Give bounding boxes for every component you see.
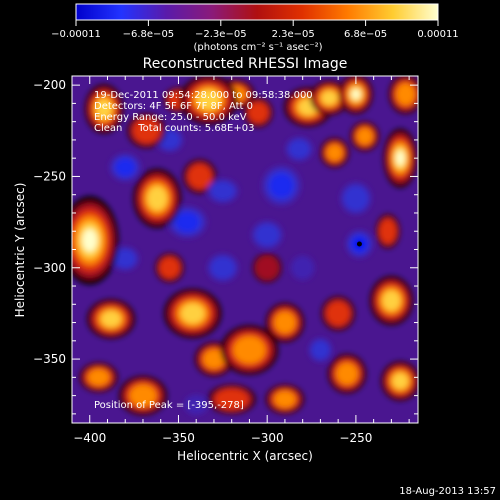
heatmap-hot-blob [155, 252, 184, 283]
axis-ticks [71, 76, 418, 423]
x-tick-label: −350 [162, 431, 195, 445]
heatmap-hot-blob [127, 113, 166, 149]
heatmap-hot-blob [207, 384, 256, 415]
colorbar-ticks [75, 20, 439, 26]
heatmap-hot-blob [182, 159, 217, 194]
peak-marker [356, 241, 362, 247]
annotation-detectors: Detectors: 4F 5F 6F 7F 8F, Att 0 [94, 101, 253, 112]
x-tick-label: −400 [73, 431, 106, 445]
heatmap-hot-blob [350, 121, 380, 152]
heatmap-hot-blob [220, 325, 279, 375]
heatmap-cold-blob [290, 255, 315, 280]
heatmap-hot-blob [252, 252, 282, 283]
heatmap [72, 76, 418, 416]
heatmap-cold-blob [207, 253, 239, 282]
heatmap-hot-blob [369, 275, 413, 326]
heatmap-hot-blob [179, 76, 238, 125]
heatmap-hot-blob [388, 76, 418, 114]
heatmap-cold-blob [340, 182, 372, 215]
colorbar-tick-label: −2.3e−05 [195, 29, 247, 40]
heatmap-cold-blob [184, 394, 208, 415]
heatmap-cold-blob [109, 153, 141, 182]
colorbar-tick-label: 6.8e−05 [344, 29, 387, 40]
x-tick-label: −250 [339, 431, 372, 445]
heatmap-hot-blob [339, 76, 373, 114]
y-tick-label: −300 [33, 261, 66, 275]
heatmap-hot-blob [383, 128, 418, 188]
colorbar-tick-label: 2.3e−05 [272, 29, 315, 40]
heatmap-hot-blob [163, 288, 222, 339]
y-axis-label: Heliocentric Y (arcsec) [13, 183, 27, 318]
heatmap-cold-blob [261, 165, 301, 206]
colorbar-tick-label: 0.00011 [417, 29, 458, 40]
heatmap-cold-blob [111, 246, 139, 271]
heatmap-cold-blob [167, 206, 207, 239]
heatmap-cold-blob [251, 220, 283, 249]
colorbar-tick-label: −6.8e−05 [123, 29, 175, 40]
heatmap-hot-blob [119, 375, 167, 416]
heatmap-hot-blob [72, 196, 119, 285]
x-tick-labels: −400 −350 −300 −250 [73, 431, 372, 445]
colorbar-units: (photons cm⁻² s⁻¹ asec⁻²) [193, 42, 322, 53]
heatmap-hot-blob [265, 302, 305, 343]
annotation-time-range: 19-Dec-2011 09:54:28.000 to 09:58:38.000 [94, 90, 313, 101]
heatmap-cold-blob [285, 136, 313, 162]
heatmap-hot-blob [381, 361, 418, 401]
heatmap-hot-blob [375, 213, 400, 249]
heatmap-hot-blob [265, 384, 305, 415]
heatmap-hot-blob [320, 137, 349, 168]
heatmap-hot-blob [79, 362, 118, 393]
annotation-block: 19-Dec-2011 09:54:28.000 to 09:58:38.000… [94, 90, 313, 134]
heatmap-hot-blob [321, 296, 355, 331]
colorbar-tick-labels: −0.00011 −6.8e−05 −2.3e−05 2.3e−05 6.8e−05 0.… [51, 29, 459, 40]
peak-position-label: Position of Peak = [-395,-278] [94, 400, 244, 411]
heatmap-hot-blob [87, 299, 135, 339]
generation-date: 18-Aug-2013 13:57 [399, 486, 496, 497]
y-tick-labels: −200 −250 −300 −350 [33, 78, 66, 366]
y-tick-label: −200 [33, 78, 66, 92]
colorbar [75, 3, 439, 21]
x-tick-label: −300 [251, 431, 284, 445]
heatmap-hot-blob [133, 168, 182, 228]
y-tick-label: −350 [33, 352, 66, 366]
heatmap-cold-blob [308, 337, 333, 363]
heatmap-hot-blob [310, 80, 349, 116]
colorbar-tick-label: −0.00011 [51, 29, 101, 40]
y-tick-label: −250 [33, 169, 66, 183]
annotation-energy-range: Energy Range: 25.0 - 50.0 keV [94, 112, 247, 123]
heatmap-hot-blob [243, 97, 273, 128]
heatmap-hot-blob [84, 84, 124, 134]
heatmap-cold-blob [207, 179, 239, 204]
x-axis-label: Heliocentric X (arcsec) [177, 449, 313, 463]
annotation-total-counts: Clean Total counts: 5.68E+03 [94, 123, 254, 134]
heatmap-hot-blob [327, 353, 367, 394]
chart-title: Reconstructed RHESSI Image [143, 56, 348, 72]
